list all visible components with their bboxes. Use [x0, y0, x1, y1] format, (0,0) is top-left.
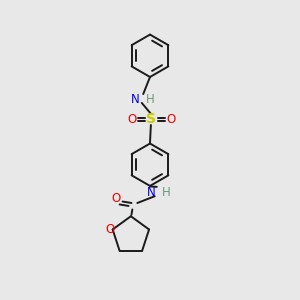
Text: S: S: [146, 112, 157, 126]
Text: H: H: [146, 93, 154, 106]
Text: O: O: [167, 112, 176, 126]
Text: O: O: [105, 223, 114, 236]
Text: O: O: [127, 112, 136, 126]
Text: O: O: [112, 192, 121, 205]
Text: N: N: [131, 93, 140, 106]
Text: N: N: [147, 186, 156, 199]
Text: H: H: [162, 186, 171, 199]
